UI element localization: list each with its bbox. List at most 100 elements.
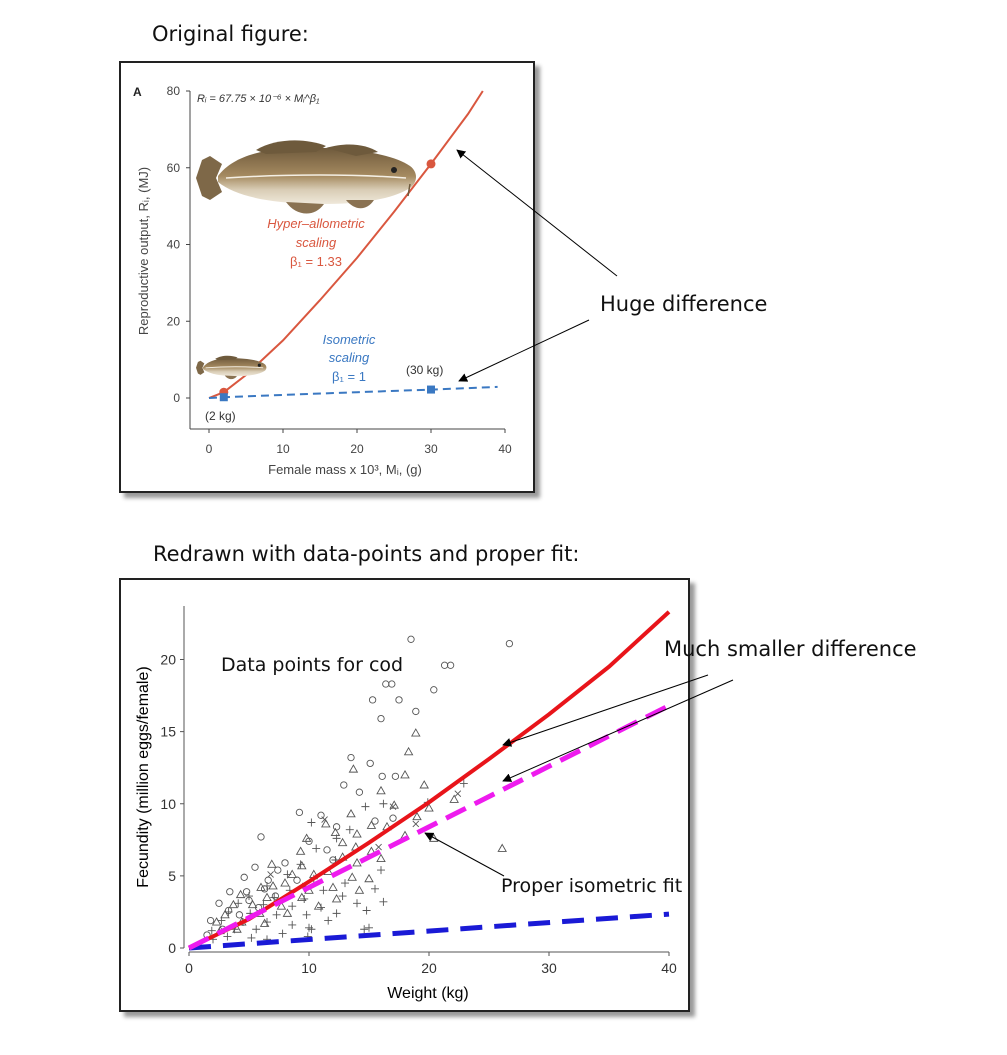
data-point-triangle [276, 901, 287, 910]
smaller-arrow-red [502, 674, 709, 747]
top-y-axis-label: Reproductive output, Rᵢ, (MJ) [136, 167, 151, 335]
data-point-cross [300, 894, 309, 903]
data-point-cross [459, 779, 468, 788]
data-point-cross [341, 879, 349, 888]
data-point-triangle [412, 811, 422, 821]
data-point-cross [361, 802, 370, 811]
data-point-x [375, 843, 382, 851]
bottom-y-axis-label: Fecundity (million eggs/female) [135, 666, 152, 887]
data-point-circle [391, 772, 400, 780]
data-point-circle [226, 888, 234, 896]
data-point-circle [242, 888, 251, 896]
data-point-triangle [262, 892, 272, 901]
data-point-cross [307, 818, 316, 827]
data-point-cross [365, 923, 373, 932]
large-cod-fish-icon [196, 140, 416, 214]
data-point-cross [319, 886, 328, 895]
data-point-triangle [424, 803, 434, 812]
original-figure-heading: Original figure: [152, 22, 309, 46]
data-point-circle [317, 811, 325, 819]
data-point-circle [371, 817, 379, 825]
data-point-x [267, 871, 274, 878]
data-point-circle [430, 686, 438, 694]
top-x-tick-label: 10 [276, 442, 290, 456]
data-point-circle [340, 781, 348, 789]
top-y-tick-label: 60 [167, 161, 181, 175]
small-cod-fish-icon [196, 355, 267, 380]
data-point-triangle [347, 872, 357, 881]
data-point-cross [259, 900, 268, 909]
data-point-circle [281, 859, 289, 867]
data-point-triangle [497, 843, 507, 852]
data-point-cross [296, 860, 305, 869]
data-point-cross [305, 923, 313, 932]
data-point-triangle [220, 909, 230, 919]
data-point-cross [360, 925, 369, 934]
data-point-cross [288, 920, 297, 929]
data-point-cross [362, 906, 371, 915]
bottom-y-tick-label: 0 [168, 940, 176, 956]
redrawn-chart: 0 5 10 15 20 0 10 20 30 40 Fecundity (million eg… [135, 606, 677, 1002]
data-point-cross [207, 926, 216, 935]
data-point-triangle [348, 764, 359, 773]
data-point-circle [323, 846, 331, 854]
much-smaller-difference-annotation: Much smaller difference [664, 637, 917, 661]
blue-isometric-line [188, 911, 670, 951]
hyper-marker [426, 159, 436, 169]
top-y-tick-label: 20 [167, 314, 181, 328]
data-point-triangle [247, 899, 258, 909]
bottom-y-tick-label: 20 [160, 652, 176, 668]
data-point-triangle [301, 833, 312, 842]
iso-marker [219, 393, 228, 402]
data-point-circle [295, 808, 304, 817]
data-points-annotation: Data points for cod [221, 654, 403, 676]
data-point-triangle [330, 827, 341, 837]
data-point-cross [224, 907, 233, 916]
data-point-cross [247, 933, 256, 942]
data-point-triangle [376, 853, 386, 863]
hyper-label-line1: Hyper–allometric [267, 216, 365, 231]
top-equation: Rᵢ = 67.75 × 10⁻⁶ × Mᵢ^β₁ [197, 93, 320, 105]
data-point-cross [332, 834, 341, 843]
bottom-x-tick-label: 20 [421, 960, 437, 976]
data-point-cross [345, 825, 354, 834]
data-point-triangle [295, 846, 306, 855]
data-point-x [412, 820, 420, 828]
top-x-tick-label: 30 [424, 442, 438, 456]
data-point-circle [366, 759, 374, 768]
iso-label-line2: scaling [329, 350, 370, 365]
data-point-triangle [364, 873, 374, 883]
data-point-triangle [228, 899, 239, 909]
top-x-tick-label: 0 [206, 442, 213, 456]
data-point-triangle [337, 837, 348, 847]
data-point-circle [388, 680, 396, 688]
data-point-triangle [346, 808, 356, 818]
data-point-triangle [331, 894, 342, 903]
data-point-circle [368, 696, 377, 704]
data-point-cross [371, 884, 379, 893]
bottom-x-axis-label: Weight (kg) [387, 985, 469, 1002]
data-point-triangle [267, 859, 277, 868]
data-point-cross [288, 902, 297, 911]
data-point-triangle [235, 889, 246, 899]
bottom-y-tick-label: 5 [168, 868, 176, 884]
data-point-circle [332, 823, 341, 831]
iso-label-beta: β₁ = 1 [332, 369, 366, 384]
data-point-cross [234, 899, 243, 908]
data-point-triangle [280, 878, 290, 887]
data-point-x [321, 816, 328, 823]
data-point-triangle [449, 794, 459, 803]
data-point-cross [278, 929, 287, 938]
bottom-x-tick-label: 30 [541, 960, 557, 976]
data-point-cross [272, 910, 281, 919]
data-point-triangle [287, 869, 297, 878]
bottom-x-tick-label: 40 [661, 960, 677, 976]
top-y-tick-label: 40 [167, 238, 181, 252]
data-point-triangle [352, 857, 362, 867]
data-point-circle [235, 911, 244, 919]
data-point-x [389, 803, 397, 810]
data-point-cross [353, 899, 361, 908]
huge-difference-annotation: Huge difference [600, 292, 767, 316]
data-point-circle [407, 635, 415, 643]
data-point-triangle [354, 885, 365, 894]
